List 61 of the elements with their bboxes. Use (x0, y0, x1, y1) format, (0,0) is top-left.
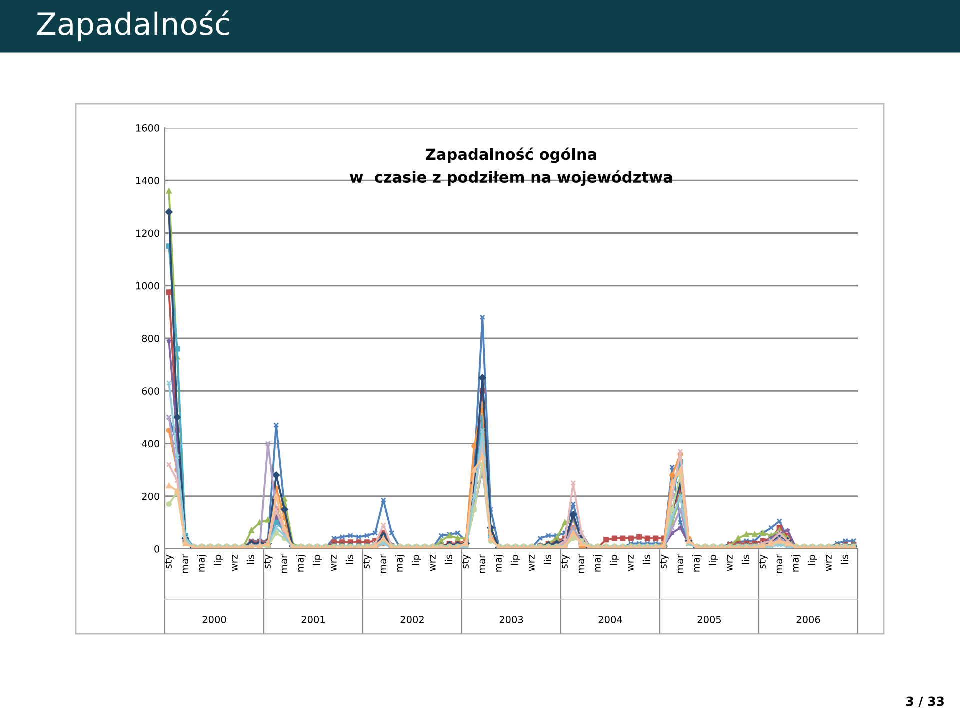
x-tick-label: sty (660, 554, 669, 569)
text: 2000 (202, 616, 226, 624)
x-tick-label: lip (510, 555, 520, 566)
x-tick-label: lip (312, 555, 322, 566)
x-tick-label: maj (692, 555, 702, 572)
x-tick-label: lip (708, 555, 718, 566)
x-tick-label: wrz (628, 554, 634, 572)
x-tick-label: sty (164, 554, 174, 569)
x-tick-label: maj (395, 555, 405, 572)
x-tick-label: mar (678, 554, 684, 574)
y-tick-label: 1000 (136, 282, 160, 290)
text: 2005 (698, 616, 722, 624)
x-tick-label: sty (362, 554, 372, 569)
x-tick-label: wrz (430, 554, 436, 572)
x-tick-label: maj (197, 555, 207, 572)
x-tick-label: mar (578, 554, 584, 574)
x-tick-label: wrz (331, 554, 337, 572)
y-tick-label: 0 (154, 545, 160, 553)
x-tick-label: lis (840, 555, 848, 564)
y-tick-label: 200 (142, 492, 160, 500)
x-tick-label: lip (808, 555, 818, 566)
x-tick-label: maj (593, 555, 603, 572)
x-tick-label: lis (246, 555, 254, 564)
x-tick-label: sty (560, 554, 570, 569)
y-tick-label: 1200 (136, 230, 160, 238)
y-tick-label: 1600 (136, 124, 160, 132)
text: 2006 (796, 616, 820, 624)
text: Zapadalność (37, 10, 230, 42)
x-tick-label: maj (296, 555, 306, 572)
x-tick-label: maj (791, 555, 801, 572)
y-tick-label: 1400 (136, 177, 160, 184)
x-tick-label: lip (412, 555, 422, 566)
x-tick-label: wrz (529, 554, 535, 572)
x-tick-label: lip (610, 555, 620, 566)
x-tick-label: lip (214, 555, 224, 566)
text: Zapadalność ogólna w czasie z podziłem na województwa (350, 148, 672, 186)
x-tick-label: lis (444, 555, 452, 564)
x-tick-label: lis (544, 555, 552, 564)
x-tick-label: sty (462, 554, 471, 569)
text: 2003 (500, 616, 524, 624)
x-tick-label: mar (182, 554, 188, 574)
x-tick-label: wrz (232, 554, 238, 572)
y-tick-label: 600 (142, 388, 160, 395)
x-tick-label: mar (480, 554, 486, 574)
x-tick-label: wrz (826, 554, 832, 572)
x-tick-label: maj (494, 555, 504, 572)
text: 2001 (302, 616, 325, 624)
x-tick-label: mar (776, 554, 782, 574)
text: 2004 (598, 616, 622, 624)
text: 3 / 33 (906, 696, 944, 708)
y-tick-label: 800 (142, 334, 160, 342)
x-tick-label: lis (742, 555, 750, 564)
x-tick-label: lis (642, 555, 650, 564)
x-tick-label: mar (380, 554, 386, 574)
x-tick-label: mar (282, 554, 288, 574)
x-tick-label: sty (758, 554, 768, 569)
x-tick-label: lis (346, 555, 354, 564)
text: 2002 (400, 616, 424, 624)
x-tick-label: wrz (727, 554, 733, 572)
x-tick-label: sty (264, 554, 273, 569)
y-tick-label: 400 (142, 440, 160, 448)
